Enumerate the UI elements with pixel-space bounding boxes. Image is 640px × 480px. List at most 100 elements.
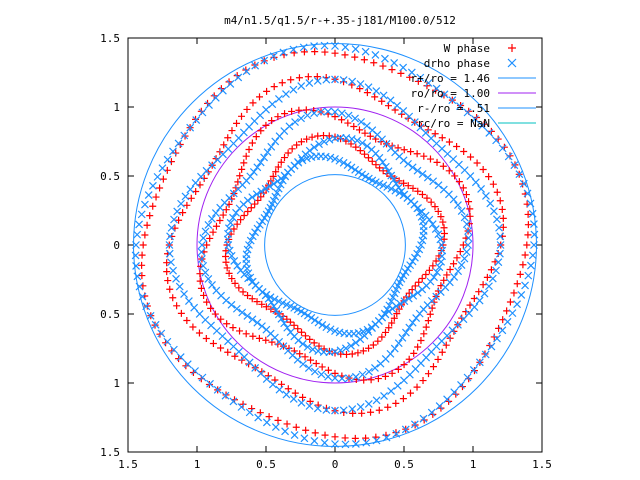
w-phase-point: [429, 363, 437, 371]
drho-phase-point: [475, 296, 484, 305]
w-phase-point: [231, 279, 239, 287]
w-phase-point: [262, 121, 270, 129]
drho-phase-point: [268, 380, 277, 389]
drho-phase-point: [471, 178, 480, 187]
drho-phase-point: [146, 311, 155, 320]
w-phase-point: [411, 282, 419, 290]
w-phase-point: [223, 320, 231, 328]
w-phase-point: [164, 277, 172, 285]
drho-phase-point: [180, 290, 188, 298]
w-phase-point: [388, 66, 396, 74]
w-phase-point: [372, 161, 380, 169]
drho-phase-point: [275, 385, 284, 394]
drho-phase-point: [218, 86, 227, 95]
drho-phase-point: [343, 161, 352, 169]
w-phase-point: [311, 48, 319, 56]
drho-phase-point: [311, 367, 319, 376]
w-phase-point: [262, 303, 270, 311]
drho-phase-point: [361, 47, 370, 56]
drho-phase-point: [291, 118, 299, 126]
drho-phase-point: [266, 293, 275, 302]
drho-phase-point: [274, 184, 283, 193]
y-tick-label: 0.5: [100, 308, 120, 321]
drho-phase-point: [487, 342, 496, 351]
w-phase-point: [138, 261, 146, 269]
drho-phase-point: [274, 310, 283, 319]
w-phase-point: [350, 122, 358, 130]
w-phase-point: [298, 328, 306, 336]
w-phase-point: [451, 172, 459, 180]
drho-phase-point: [199, 234, 208, 243]
drho-phase-point: [358, 370, 367, 379]
w-phase-point: [425, 266, 433, 274]
drho-phase-point: [418, 217, 427, 226]
drho-phase-point: [325, 135, 334, 144]
drho-phase-point: [284, 168, 292, 177]
drho-phase-point: [166, 232, 174, 241]
w-phase-point: [443, 271, 451, 279]
drho-phase-point: [324, 372, 333, 381]
w-phase-point: [442, 341, 450, 349]
drho-phase-point: [427, 408, 436, 417]
drho-phase-point: [173, 207, 182, 216]
drho-phase-point: [298, 156, 307, 165]
drho-phase-point: [460, 213, 469, 222]
drho-phase-point: [462, 220, 471, 229]
w-phase-point: [371, 93, 379, 101]
drho-phase-point: [433, 268, 441, 277]
drho-phase-point: [382, 433, 391, 442]
drho-phase-point: [133, 230, 142, 239]
drho-phase-point: [157, 329, 166, 338]
drho-phase-point: [380, 309, 389, 318]
drho-phase-point: [407, 68, 416, 77]
w-phase-point: [367, 408, 375, 416]
w-phase-point: [303, 135, 311, 143]
w-phase-point: [413, 383, 421, 391]
drho-phase-point: [367, 323, 376, 332]
drho-phase-point: [475, 358, 484, 367]
drho-phase-point: [417, 212, 426, 221]
w-phase-point: [163, 268, 171, 276]
drho-phase-point: [272, 306, 281, 315]
w-phase-point: [388, 369, 396, 377]
w-phase-point: [242, 330, 250, 338]
drho-phase-point: [253, 224, 262, 233]
drho-phase-point: [274, 94, 283, 103]
w-phase-point: [253, 298, 261, 306]
drho-phase-point: [307, 313, 316, 322]
drho-phase-point: [356, 80, 365, 88]
w-phase-point: [418, 274, 426, 282]
drho-phase-point: [528, 209, 537, 218]
w-phase-point: [365, 344, 373, 352]
drho-phase-point: [163, 155, 172, 164]
reference-circle: [196, 106, 474, 384]
drho-phase-point: [381, 162, 390, 171]
w-phase-point: [196, 277, 204, 285]
x-tick-label: 1: [470, 458, 477, 471]
drho-phase-point: [517, 290, 526, 299]
w-phase-point: [424, 317, 432, 325]
drho-phase-point: [198, 373, 207, 382]
drho-phase-point: [165, 249, 174, 258]
drho-phase-point: [456, 102, 464, 111]
w-phase-point: [399, 395, 407, 403]
w-phase-point: [291, 389, 299, 397]
drho-phase-point: [521, 281, 529, 290]
w-phase-point: [440, 224, 448, 232]
w-phase-point: [172, 149, 180, 157]
drho-phase-point: [322, 75, 331, 84]
drho-phase-point: [429, 177, 438, 186]
w-phase-point: [257, 127, 265, 135]
drho-phase-point: [191, 367, 199, 375]
w-phase-point: [295, 74, 303, 82]
drho-phase-point: [163, 337, 172, 346]
drho-phase-point: [351, 165, 360, 174]
drho-phase-point: [184, 297, 193, 306]
drho-phase-point: [256, 158, 265, 167]
drho-phase-point: [339, 406, 348, 415]
drho-phase-point: [351, 338, 360, 347]
w-phase-point: [439, 162, 447, 170]
w-phase-point: [318, 363, 326, 371]
w-phase-point: [138, 272, 146, 280]
drho-phase-point: [371, 51, 380, 59]
